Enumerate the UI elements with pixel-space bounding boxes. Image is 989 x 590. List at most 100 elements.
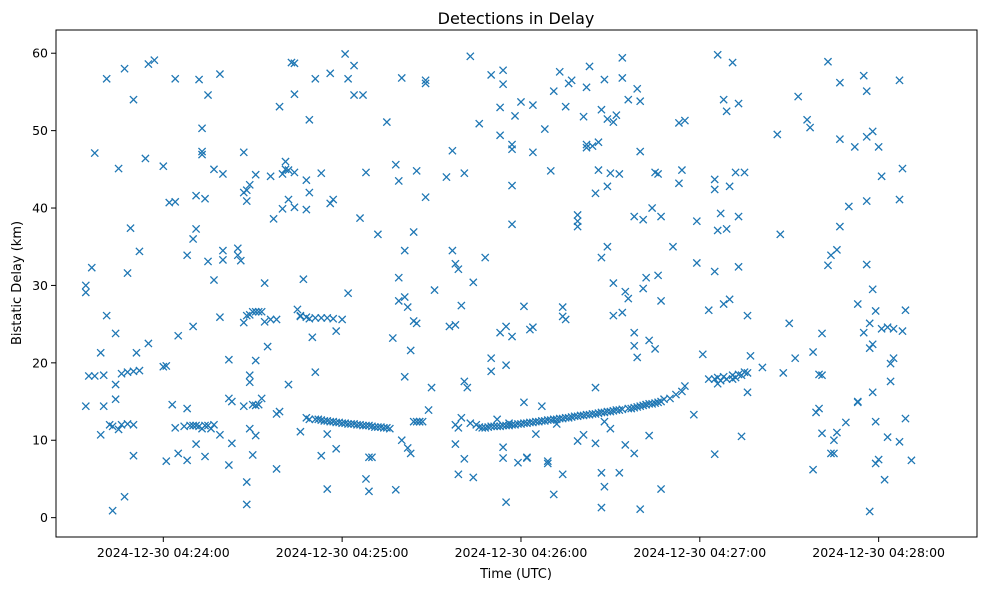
data-point [737,432,746,441]
data-point [722,107,731,116]
data-point [460,169,469,178]
data-point [710,185,719,194]
data-point [496,328,505,337]
data-point [609,118,618,127]
data-point [603,242,612,251]
data-point [734,370,743,379]
data-point [862,87,871,96]
data-point [704,375,713,384]
data-point [502,361,511,370]
data-point [227,439,236,448]
data-point [382,118,391,127]
data-point [889,354,898,363]
data-point [323,429,332,439]
data-point [81,281,90,290]
data-point [740,368,749,377]
data-point [102,74,111,83]
data-point [862,197,871,206]
data-point [248,450,257,460]
data-point [639,284,648,293]
data-point [129,95,138,104]
data-point [111,395,120,404]
data-point [361,474,371,484]
data-point [183,404,192,413]
data-point [540,125,549,134]
data-point [397,436,406,445]
data-point [639,401,648,410]
data-point [412,417,421,426]
data-point [624,95,633,104]
data-point [817,371,827,380]
data-point [895,76,904,85]
data-point [338,315,347,324]
data-point [898,164,907,173]
data-point [114,164,123,173]
data-point [713,50,722,59]
data-point [853,299,862,309]
data-point [218,255,227,264]
data-point [183,456,192,465]
data-point [341,49,350,59]
data-point [806,123,815,132]
data-point [215,430,224,439]
data-point [311,368,320,377]
data-point [543,459,552,468]
data-point [594,138,603,147]
data-point [648,399,657,408]
data-point [588,142,597,151]
data-point [710,267,719,276]
x-tick-label: 2024-12-30 04:24:00 [97,545,230,560]
plot-area-frame [55,29,978,538]
data-point [758,363,767,372]
data-point [510,111,520,120]
data-point [898,327,907,336]
data-point [254,307,263,316]
data-point [579,112,588,121]
data-point [406,346,415,355]
data-point [558,303,567,312]
data-point [516,97,526,107]
data-point [81,402,90,411]
data-point [466,419,475,428]
data-point [400,372,409,381]
data-point [710,450,719,459]
data-point [630,341,639,350]
data-point [585,62,594,71]
data-point [502,498,511,507]
data-point [713,226,722,235]
data-point [195,75,204,84]
data-point [654,271,663,280]
data-point [469,473,478,482]
data-point [528,101,537,110]
data-point [809,347,818,357]
data-point [114,425,123,434]
data-point [519,398,529,407]
data-point [502,322,511,331]
data-point [630,449,639,458]
data-point [305,115,314,124]
data-point [901,414,910,423]
data-point [656,296,666,305]
data-point [218,169,227,179]
data-point [704,306,713,315]
data-point [835,222,844,231]
data-point [290,59,299,68]
data-point [373,230,382,239]
data-point [203,90,213,100]
data-point [639,215,648,224]
data-point [84,371,93,381]
data-point [412,166,421,175]
data-point [460,377,469,386]
data-point [689,410,698,419]
data-point [803,115,812,124]
data-point [907,456,916,465]
data-point [481,253,490,262]
data-point [266,315,275,324]
data-point [832,428,841,437]
data-point [251,170,260,179]
data-point [421,193,430,202]
data-point [361,168,371,177]
data-point [200,452,210,461]
data-point [344,289,353,298]
data-point [561,315,570,324]
